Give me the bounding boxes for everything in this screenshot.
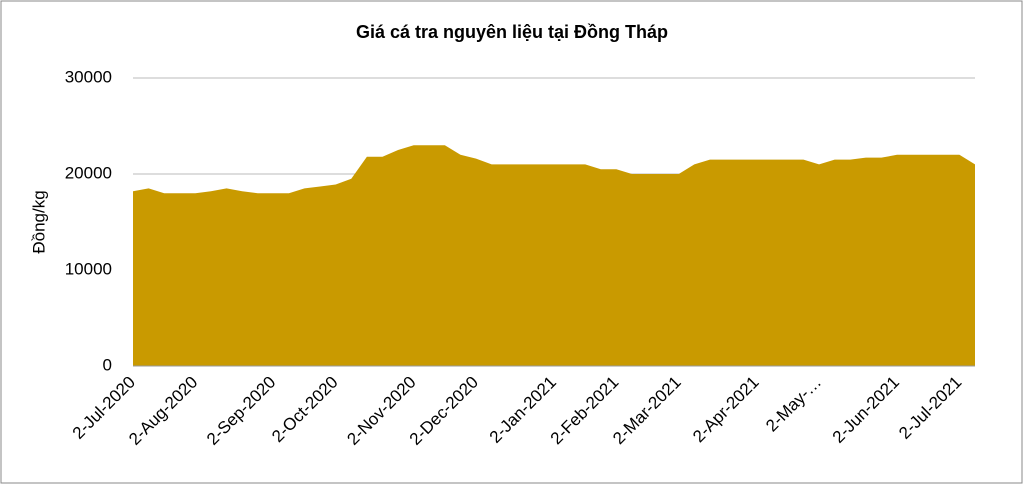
y-tick-label: 10000 (65, 259, 112, 278)
y-tick-label: 0 (103, 355, 112, 374)
y-tick-label: 30000 (65, 67, 112, 86)
y-axis-label: Đồng/kg (29, 190, 48, 253)
chart-title: Giá cá tra nguyên liệu tại Đồng Tháp (356, 22, 668, 42)
area (133, 145, 975, 366)
y-tick-label: 20000 (65, 163, 112, 182)
